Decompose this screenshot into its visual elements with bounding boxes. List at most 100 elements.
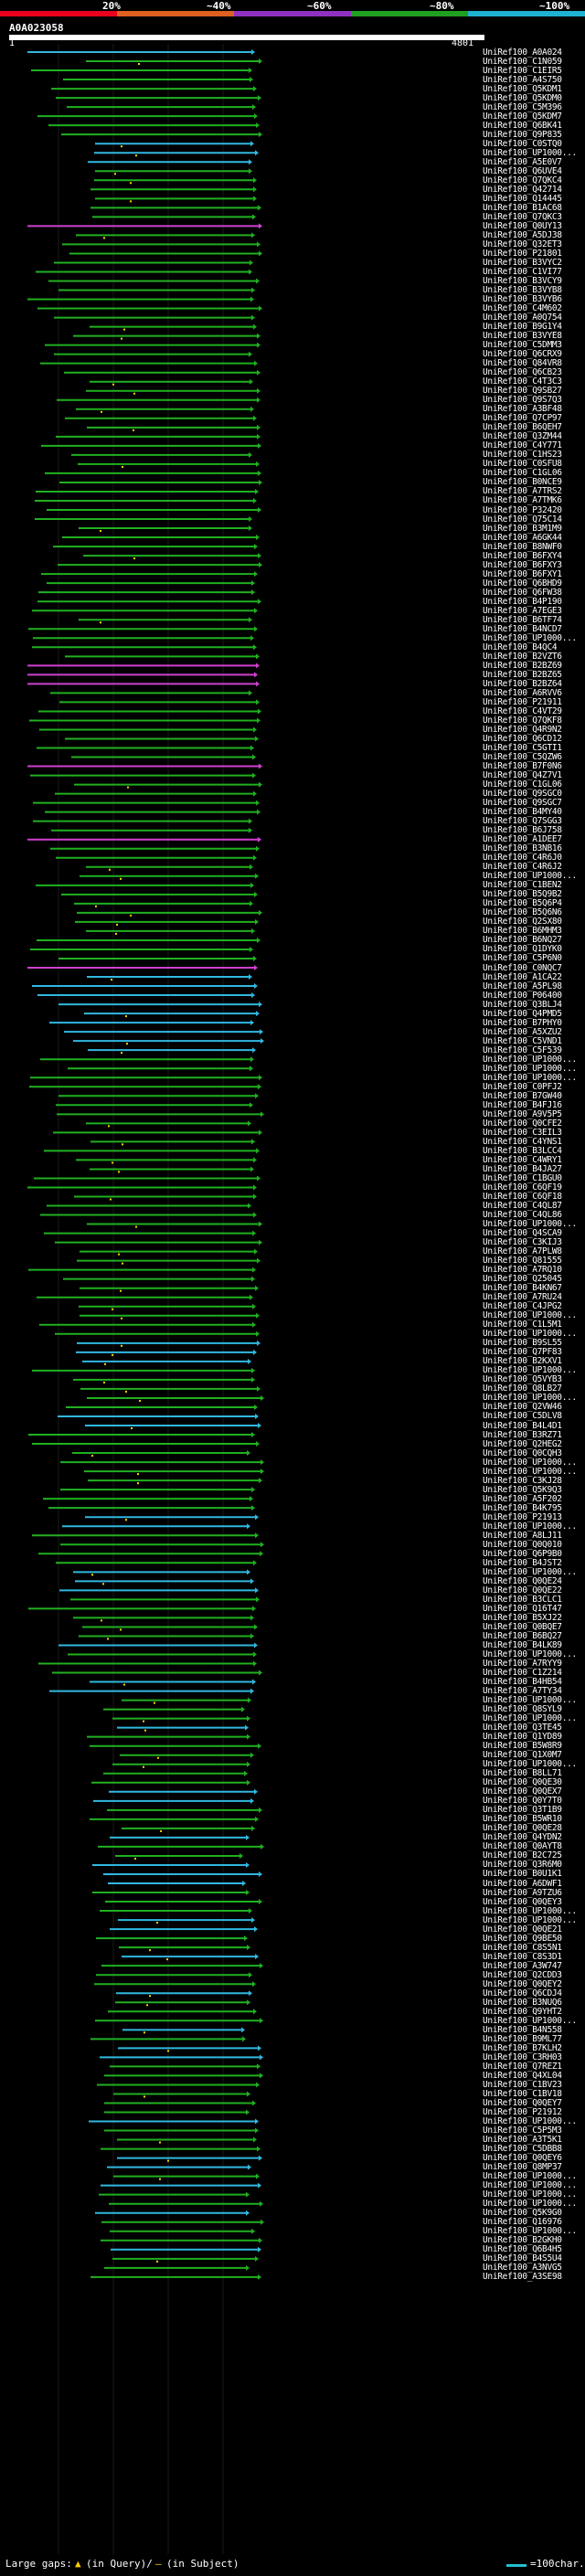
hit-label[interactable]: UniRef100_C3EIL3: [483, 1127, 562, 1138]
hit-label[interactable]: UniRef100_B7KLH2: [483, 2042, 562, 2053]
hit-row[interactable]: [54, 351, 252, 357]
hit-label[interactable]: UniRef100_B6TF74: [483, 614, 562, 625]
hit-row[interactable]: [90, 378, 253, 386]
hit-row[interactable]: [65, 653, 260, 660]
hit-row[interactable]: [53, 1129, 262, 1136]
hit-label[interactable]: UniRef100_A7PLW8: [483, 1246, 562, 1257]
hit-row[interactable]: [60, 1542, 264, 1548]
hit-label[interactable]: UniRef100_C3RH03: [483, 2051, 562, 2062]
hit-row[interactable]: [80, 1285, 259, 1292]
hit-row[interactable]: [85, 1423, 261, 1429]
hit-label[interactable]: UniRef100_Q1DYK0: [483, 944, 562, 955]
hit-row[interactable]: [38, 708, 261, 715]
hit-row[interactable]: [32, 1441, 260, 1447]
hit-row[interactable]: [68, 1651, 257, 1658]
hit-row[interactable]: [62, 241, 261, 248]
hit-label[interactable]: UniRef100_Q42714: [483, 184, 562, 195]
hit-label[interactable]: UniRef100_Q7SGG3: [483, 816, 562, 827]
hit-row[interactable]: [35, 497, 257, 504]
hit-row[interactable]: [109, 1788, 258, 1795]
hit-row[interactable]: [36, 882, 254, 888]
hit-row[interactable]: [115, 1999, 250, 2007]
hit-label[interactable]: UniRef100_A7RQ10: [483, 1265, 562, 1276]
hit-row[interactable]: [58, 287, 255, 293]
hit-label[interactable]: UniRef100_Q6CD12: [483, 734, 562, 744]
hit-label[interactable]: UniRef100_Q6UVE4: [483, 165, 562, 176]
hit-row[interactable]: [52, 1670, 262, 1676]
hit-label[interactable]: UniRef100_B4MY40: [483, 807, 562, 818]
hit-row[interactable]: [107, 1807, 262, 1813]
hit-label[interactable]: UniRef100_Q0QEX7: [483, 1786, 562, 1797]
hit-label[interactable]: UniRef100_UP1000...: [483, 1310, 577, 1321]
hit-row[interactable]: [56, 854, 257, 861]
hit-label[interactable]: UniRef100_UP1000...: [483, 1521, 577, 1532]
hit-label[interactable]: UniRef100_A1CA22: [483, 971, 562, 982]
hit-row[interactable]: [80, 1385, 261, 1393]
hit-label[interactable]: UniRef100_C4Y771: [483, 440, 562, 451]
hit-label[interactable]: UniRef100_Q5K9Q3: [483, 1484, 562, 1495]
hit-label[interactable]: UniRef100_B3NUQ6: [483, 1997, 562, 2008]
hit-row[interactable]: [48, 278, 260, 284]
hit-label[interactable]: UniRef100_B4HB54: [483, 1677, 562, 1688]
hit-row[interactable]: [39, 1321, 256, 1328]
hit-label[interactable]: UniRef100_B3VYB6: [483, 294, 562, 305]
hit-label[interactable]: UniRef100_B3RZ71: [483, 1429, 562, 1440]
hit-row[interactable]: [37, 305, 262, 312]
hit-label[interactable]: UniRef100_Q0QE21: [483, 1924, 562, 1935]
hit-label[interactable]: UniRef100_C1VI77: [483, 266, 562, 277]
hit-label[interactable]: UniRef100_B2BZ69: [483, 660, 562, 671]
hit-row[interactable]: [84, 1011, 260, 1018]
hit-row[interactable]: [86, 1120, 251, 1128]
hit-label[interactable]: UniRef100_Q81555: [483, 1256, 562, 1267]
hit-label[interactable]: UniRef100_B4P190: [483, 596, 562, 607]
hit-label[interactable]: UniRef100_C5GTI1: [483, 743, 562, 754]
hit-label[interactable]: UniRef100_P21913: [483, 1511, 562, 1522]
hit-label[interactable]: UniRef100_Q9BE50: [483, 1933, 562, 1944]
hit-label[interactable]: UniRef100_C5P6N0: [483, 953, 562, 964]
hit-row[interactable]: [90, 205, 261, 211]
hit-row[interactable]: [53, 544, 258, 550]
hit-row[interactable]: [93, 1797, 254, 1804]
hit-row[interactable]: [73, 333, 261, 340]
hit-row[interactable]: [76, 1157, 257, 1164]
hit-label[interactable]: UniRef100_A3SE98: [483, 2272, 562, 2283]
hit-row[interactable]: [112, 2255, 259, 2263]
hit-row[interactable]: [45, 470, 261, 476]
hit-row[interactable]: [27, 1184, 257, 1191]
hit-label[interactable]: UniRef100_Q3BLJ4: [483, 999, 562, 1010]
hit-row[interactable]: [57, 397, 261, 403]
hit-label[interactable]: UniRef100_B0U1K1: [483, 1869, 562, 1880]
hit-row[interactable]: [103, 1706, 245, 1712]
hit-row[interactable]: [80, 873, 259, 880]
hit-label[interactable]: UniRef100_B4NCD7: [483, 623, 562, 634]
hit-row[interactable]: [95, 141, 254, 148]
hit-row[interactable]: [86, 864, 253, 871]
hit-label[interactable]: UniRef100_B4KN67: [483, 1283, 562, 1294]
hit-row[interactable]: [37, 745, 254, 751]
hit-label[interactable]: UniRef100_UP1000...: [483, 1566, 577, 1577]
hit-row[interactable]: [28, 1267, 256, 1273]
hit-row[interactable]: [75, 1578, 254, 1585]
hit-label[interactable]: UniRef100_UP1000...: [483, 1219, 577, 1230]
hit-label[interactable]: UniRef100_B5Q6N6: [483, 907, 562, 918]
hit-row[interactable]: [119, 1945, 250, 1952]
hit-row[interactable]: [27, 49, 255, 55]
hit-label[interactable]: UniRef100_C0STQ0: [483, 138, 562, 149]
hit-label[interactable]: UniRef100_C1BV23: [483, 2079, 562, 2090]
hit-row[interactable]: [58, 1002, 262, 1008]
hit-row[interactable]: [63, 1276, 255, 1282]
hit-label[interactable]: UniRef100_UP1000...: [483, 2226, 577, 2237]
hit-row[interactable]: [73, 1038, 264, 1045]
hit-row[interactable]: [88, 159, 252, 165]
hit-row[interactable]: [117, 2136, 257, 2144]
hit-label[interactable]: UniRef100_B2BZ65: [483, 669, 562, 680]
hit-row[interactable]: [33, 818, 252, 824]
hit-label[interactable]: UniRef100_B2GKH0: [483, 2235, 562, 2246]
hit-label[interactable]: UniRef100_B5WR10: [483, 1814, 562, 1825]
hit-row[interactable]: [37, 992, 255, 999]
hit-label[interactable]: UniRef100_UP1000...: [483, 1695, 577, 1706]
hit-row[interactable]: [61, 132, 262, 138]
hit-label[interactable]: UniRef100_C0NQC7: [483, 962, 562, 973]
hit-row[interactable]: [88, 1047, 256, 1055]
hit-label[interactable]: UniRef100_C1HS23: [483, 450, 562, 461]
